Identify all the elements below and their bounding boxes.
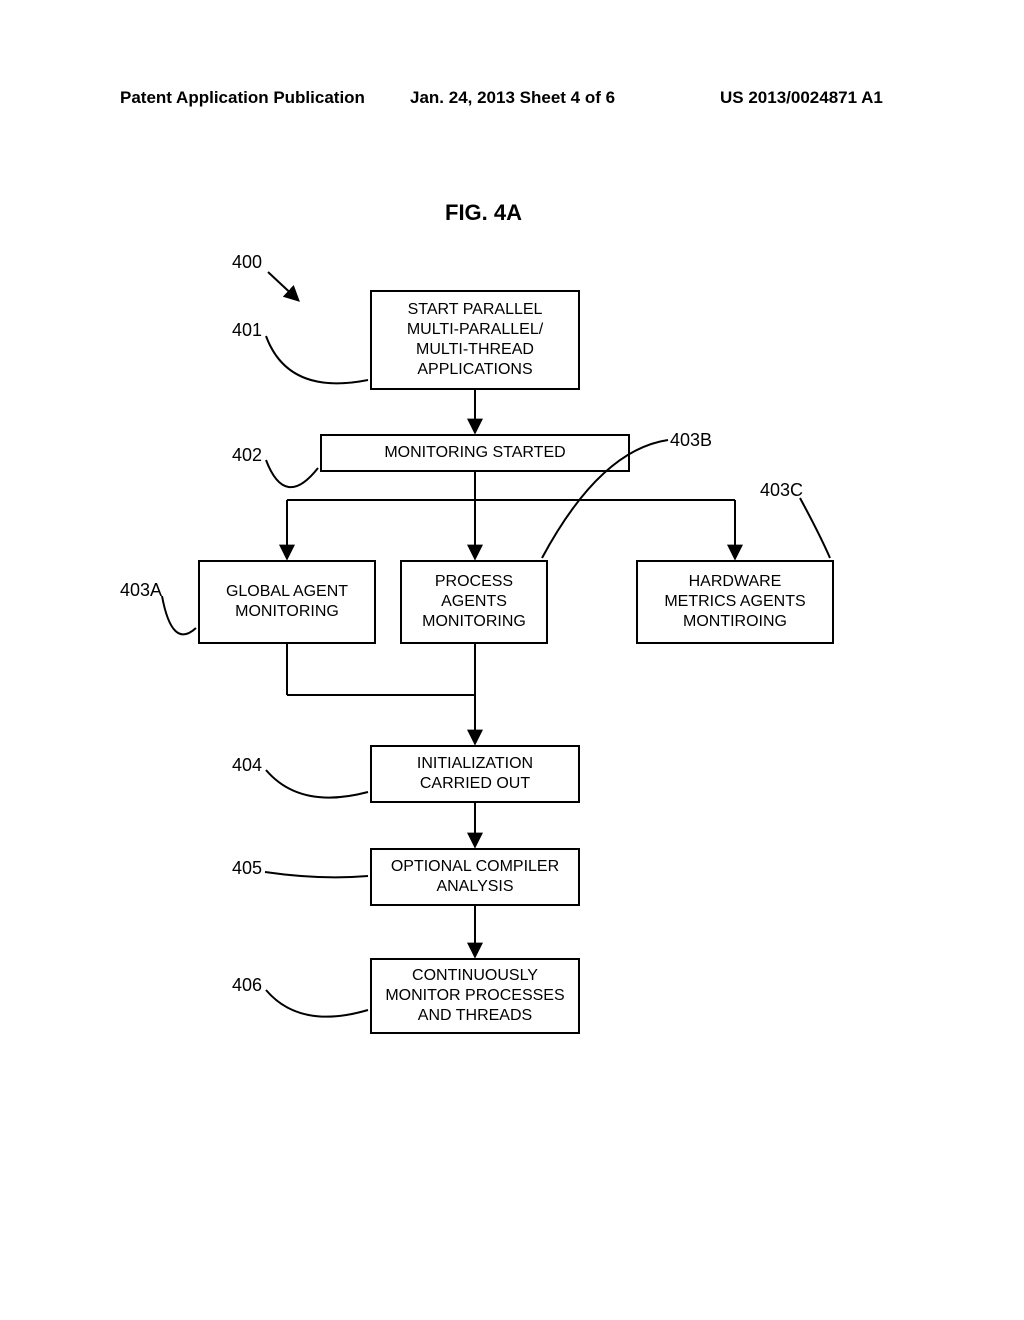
header-left: Patent Application Publication [120, 88, 365, 108]
ref-404: 404 [232, 755, 262, 776]
figure-title: FIG. 4A [445, 200, 522, 226]
node-start-parallel: START PARALLELMULTI-PARALLEL/MULTI-THREA… [370, 290, 580, 390]
node-monitoring-started: MONITORING STARTED [320, 434, 630, 472]
node-continuously-monitor: CONTINUOUSLYMONITOR PROCESSESAND THREADS [370, 958, 580, 1034]
page: Patent Application Publication Jan. 24, … [0, 0, 1024, 1320]
node-hardware-metrics-agents: HARDWAREMETRICS AGENTSMONTIROING [636, 560, 834, 644]
header-center: Jan. 24, 2013 Sheet 4 of 6 [410, 88, 615, 108]
connectors-svg [0, 0, 1024, 1320]
ref-400: 400 [232, 252, 262, 273]
ref-406: 406 [232, 975, 262, 996]
ref-401: 401 [232, 320, 262, 341]
node-optional-compiler-analysis: OPTIONAL COMPILERANALYSIS [370, 848, 580, 906]
node-global-agent-monitoring: GLOBAL AGENTMONITORING [198, 560, 376, 644]
ref-403c: 403C [760, 480, 803, 501]
node-process-agents-monitoring: PROCESSAGENTSMONITORING [400, 560, 548, 644]
node-initialization: INITIALIZATIONCARRIED OUT [370, 745, 580, 803]
ref-403b: 403B [670, 430, 712, 451]
ref-405: 405 [232, 858, 262, 879]
header-right: US 2013/0024871 A1 [720, 88, 883, 108]
ref-403a: 403A [120, 580, 162, 601]
ref-402: 402 [232, 445, 262, 466]
